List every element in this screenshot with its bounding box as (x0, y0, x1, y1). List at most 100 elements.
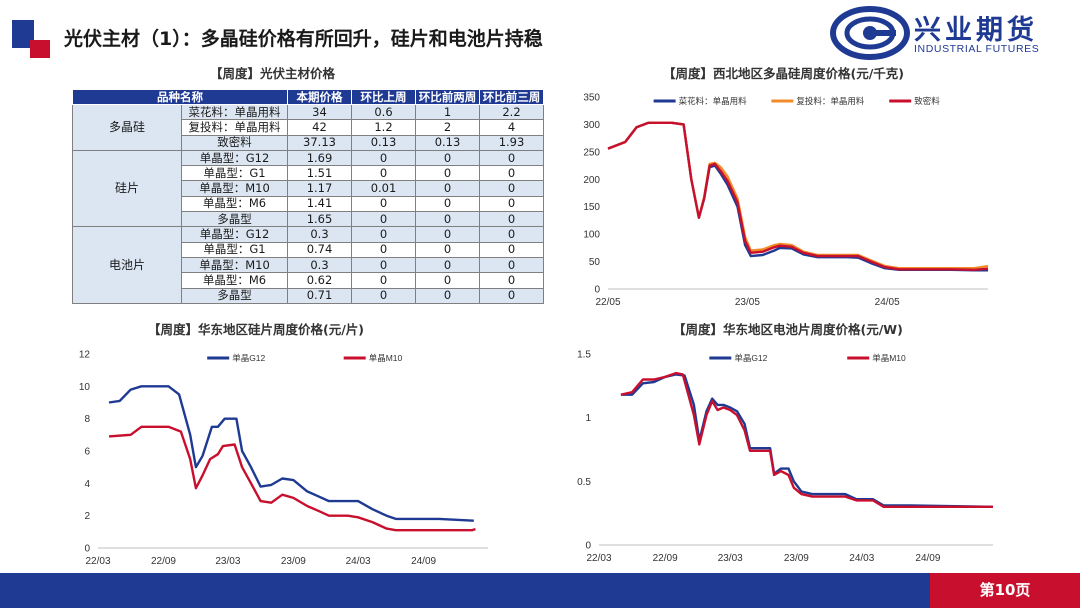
series-line-2 (620, 371, 993, 509)
table-cell: 0.71 (287, 287, 352, 304)
brand-logo: 兴业期货 INDUSTRIAL FUTURES (830, 6, 1060, 60)
table-cell: 34 (287, 103, 352, 121)
table-row: 多晶硅 菜花料：单晶用料 34 0.6 1 2.2 (72, 103, 544, 151)
table-cell: 0 (479, 256, 544, 274)
table-cell: 0.62 (287, 272, 352, 289)
table-cell: 42 (287, 119, 352, 136)
table-cell: 2.2 (479, 103, 544, 121)
y-tick-label: 350 (583, 93, 600, 104)
y-tick-label: 8 (84, 414, 90, 425)
table-cell: 0.13 (351, 134, 416, 151)
table-cell: 0 (415, 256, 480, 274)
table-cell: 0 (415, 149, 480, 167)
y-tick-label: 150 (583, 202, 600, 213)
y-tick-label: 300 (583, 120, 600, 131)
series-line-1 (108, 385, 474, 522)
table-cell: 0 (479, 180, 544, 197)
table-item-name: 单晶型：G12 (181, 149, 288, 167)
brand-name-cn: 兴业期货 (914, 15, 1038, 46)
table-header: 环比上周 (351, 89, 416, 105)
table-cell: 0 (415, 211, 480, 228)
table-cell: 0.3 (287, 256, 352, 274)
table-cell: 0.6 (351, 103, 416, 121)
table-header: 环比前两周 (415, 89, 480, 105)
x-tick-label: 22/09 (653, 553, 678, 564)
table-row: 单晶型：G1 0.74 0 0 0 (73, 241, 544, 258)
y-tick-label: 200 (583, 175, 600, 186)
x-tick-label: 24/03 (849, 553, 874, 564)
table-item-name: 单晶型：M10 (181, 256, 288, 274)
table-cell: 0 (479, 287, 544, 304)
table-item-name: 致密料 (181, 134, 288, 151)
y-tick-label: 2 (84, 511, 90, 522)
y-tick-label: 0.5 (577, 477, 591, 488)
table-row: 单晶型：M10 0.3 0 0 0 (73, 256, 544, 274)
table-cell: 1.65 (287, 211, 352, 228)
table-cell: 0 (415, 241, 480, 258)
y-tick-label: 10 (79, 382, 91, 393)
table-item-name: 单晶型：M10 (181, 180, 288, 197)
table-cell: 0 (479, 165, 544, 182)
y-tick-label: 50 (589, 257, 601, 268)
table-cell: 4 (479, 119, 544, 136)
table-row: 单晶型：M6 1.41 0 0 0 (73, 195, 544, 213)
legend-label: 复投料：单晶用料 (796, 96, 865, 106)
table-cell: 0 (479, 226, 544, 243)
table-cell: 2 (415, 119, 480, 136)
table-header: 品种名称 (72, 89, 288, 105)
table-item-name: 多晶型 (181, 287, 288, 304)
table-cell: 0 (479, 211, 544, 228)
page-title: 光伏主材（1）：多晶硅价格有所回升，硅片和电池片持稳 (64, 28, 543, 50)
price-table: 品种名称 本期价格 环比上周 环比前两周 环比前三周 多晶硅 菜花料：单晶用料 34… (72, 89, 544, 304)
brand-emblem-icon (830, 6, 910, 60)
table-cell: 0 (415, 195, 480, 213)
series-line-1 (620, 373, 994, 508)
table-cell: 1.17 (287, 180, 352, 197)
legend-label: 单晶G12 (734, 353, 767, 363)
table-cell: 37.13 (287, 134, 352, 151)
x-tick-label: 22/03 (586, 553, 611, 564)
y-tick-label: 100 (583, 230, 600, 241)
table-header: 环比前三周 (479, 89, 544, 105)
series-line-2 (607, 121, 989, 270)
table-cell: 0 (479, 195, 544, 213)
table-cell: 1.51 (287, 165, 352, 182)
table-row: 多晶型 0.71 0 0 0 (73, 287, 544, 304)
y-tick-label: 6 (84, 447, 90, 458)
table-row: 单晶型：M10 1.17 0.01 0 0 (73, 180, 544, 197)
table-header: 本期价格 (287, 89, 352, 105)
x-tick-label: 22/09 (151, 556, 176, 567)
table-cell: 1 (415, 103, 480, 121)
table-row: 致密料 37.13 0.13 0.13 1.93 (73, 134, 544, 151)
table-title: 【周度】光伏主材价格 (210, 66, 336, 81)
table-group-name: 多晶硅 (72, 104, 182, 151)
y-tick-label: 0 (585, 541, 591, 552)
series-line-2 (108, 425, 476, 532)
table-item-name: 单晶型：M6 (181, 272, 288, 289)
y-tick-label: 1.5 (577, 350, 591, 361)
table-cell: 0 (479, 241, 544, 258)
table-cell: 0 (351, 195, 416, 213)
legend-label: 单晶M10 (872, 353, 906, 363)
wafer-chart-title: 【周度】华东地区硅片周度价格(元/片) (148, 322, 364, 337)
x-tick-label: 24/09 (915, 553, 940, 564)
table-cell: 0 (351, 272, 416, 289)
table-cell: 1.93 (479, 134, 544, 151)
y-tick-label: 4 (84, 479, 90, 490)
table-header-row: 品种名称 本期价格 环比上周 环比前两周 环比前三周 (72, 89, 544, 105)
table-cell: 0 (415, 272, 480, 289)
table-item-name: 单晶型：M6 (181, 195, 288, 213)
polysilicon-chart-title: 【周度】西北地区多晶硅周度价格(元/千克) (663, 66, 904, 81)
x-tick-label: 23/03 (215, 556, 240, 567)
x-tick-label: 23/05 (735, 297, 760, 308)
table-cell: 0.01 (351, 180, 416, 197)
x-tick-label: 24/09 (411, 556, 436, 567)
table-item-name: 单晶型：G12 (181, 226, 288, 243)
x-tick-label: 24/05 (875, 297, 900, 308)
x-tick-label: 23/09 (784, 553, 809, 564)
table-cell: 0 (351, 287, 416, 304)
table-item-name: 多晶型 (181, 211, 288, 228)
table-group-name: 硅片 (72, 149, 182, 228)
y-tick-label: 1 (585, 413, 591, 424)
legend-label: 菜花料：单晶用料 (679, 96, 748, 106)
